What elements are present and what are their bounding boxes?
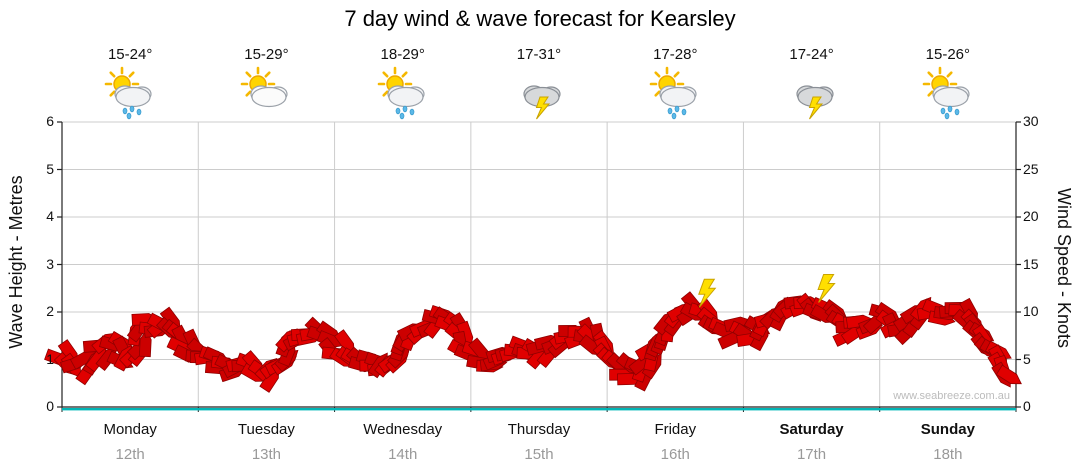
day-date-label: 15th bbox=[524, 446, 554, 463]
watermark: www.seabreeze.com.au bbox=[893, 390, 1010, 402]
right-axis-tick-label: 0 bbox=[1023, 398, 1031, 414]
left-axis-tick-label: 1 bbox=[46, 351, 54, 367]
left-axis-tick-label: 2 bbox=[46, 303, 54, 319]
lightning-bolt-annotation bbox=[698, 278, 717, 308]
right-axis-tick-label: 15 bbox=[1023, 256, 1039, 272]
left-axis-tick-label: 5 bbox=[46, 161, 54, 177]
day-date-label: 12th bbox=[115, 446, 145, 463]
right-axis-tick-label: 10 bbox=[1023, 303, 1039, 319]
day-name-label: Thursday bbox=[507, 421, 571, 438]
day-name-label: Monday bbox=[103, 421, 157, 438]
day-date-label: 18th bbox=[933, 446, 963, 463]
wind-arrow-band bbox=[44, 291, 1022, 393]
left-axis-tick-label: 4 bbox=[46, 208, 54, 224]
day-name-label: Tuesday bbox=[237, 421, 295, 438]
day-name-label: Friday bbox=[654, 421, 697, 438]
day-date-label: 13th bbox=[251, 446, 282, 463]
lightning-bolt-annotation bbox=[817, 274, 836, 303]
zero-line-cyan bbox=[62, 408, 1016, 411]
left-axis-tick-label: 3 bbox=[46, 256, 54, 272]
day-date-label: 17th bbox=[796, 446, 827, 463]
day-temperature-range: 17-28° bbox=[653, 46, 698, 63]
day-name-label: Saturday bbox=[779, 421, 844, 438]
day-name-label: Wednesday bbox=[363, 421, 443, 438]
sun-cloud-rain-weather-icon bbox=[643, 66, 707, 122]
day-temperature-range: 15-24° bbox=[107, 46, 153, 63]
storm-weather-icon bbox=[780, 66, 844, 122]
day-temperature-range: 17-31° bbox=[516, 46, 562, 63]
day-temperature-range: 18-29° bbox=[380, 46, 425, 63]
chart-title: 7 day wind & wave forecast for Kearsley bbox=[344, 6, 736, 31]
storm-weather-icon bbox=[507, 66, 571, 122]
sun-cloud-rain-weather-icon bbox=[371, 66, 435, 122]
day-temperature-range: 15-26° bbox=[925, 46, 971, 63]
day-headers: 15-24° 15-29° 18-29° 17-31° 17-28° 17-24° 15-2… bbox=[0, 0, 1080, 130]
day-temperature-range: 15-29° bbox=[244, 46, 289, 63]
sun-cloud-rain-weather-icon bbox=[916, 66, 980, 122]
day-name-label: Sunday bbox=[920, 421, 975, 438]
day-date-label: 16th bbox=[660, 446, 690, 463]
right-axis-tick-label: 5 bbox=[1023, 351, 1031, 367]
sun-cloud-rain-weather-icon bbox=[98, 66, 162, 122]
left-axis-tick-label: 6 bbox=[46, 113, 54, 129]
right-axis-tick-label: 25 bbox=[1023, 161, 1039, 177]
left-axis-tick-label: 0 bbox=[46, 398, 54, 414]
day-date-label: 14th bbox=[388, 446, 418, 463]
day-temperature-range: 17-24° bbox=[789, 46, 834, 63]
right-axis-tick-label: 20 bbox=[1023, 208, 1039, 224]
sun-cloud-weather-icon bbox=[234, 66, 298, 122]
right-axis-tick-label: 30 bbox=[1023, 113, 1039, 129]
